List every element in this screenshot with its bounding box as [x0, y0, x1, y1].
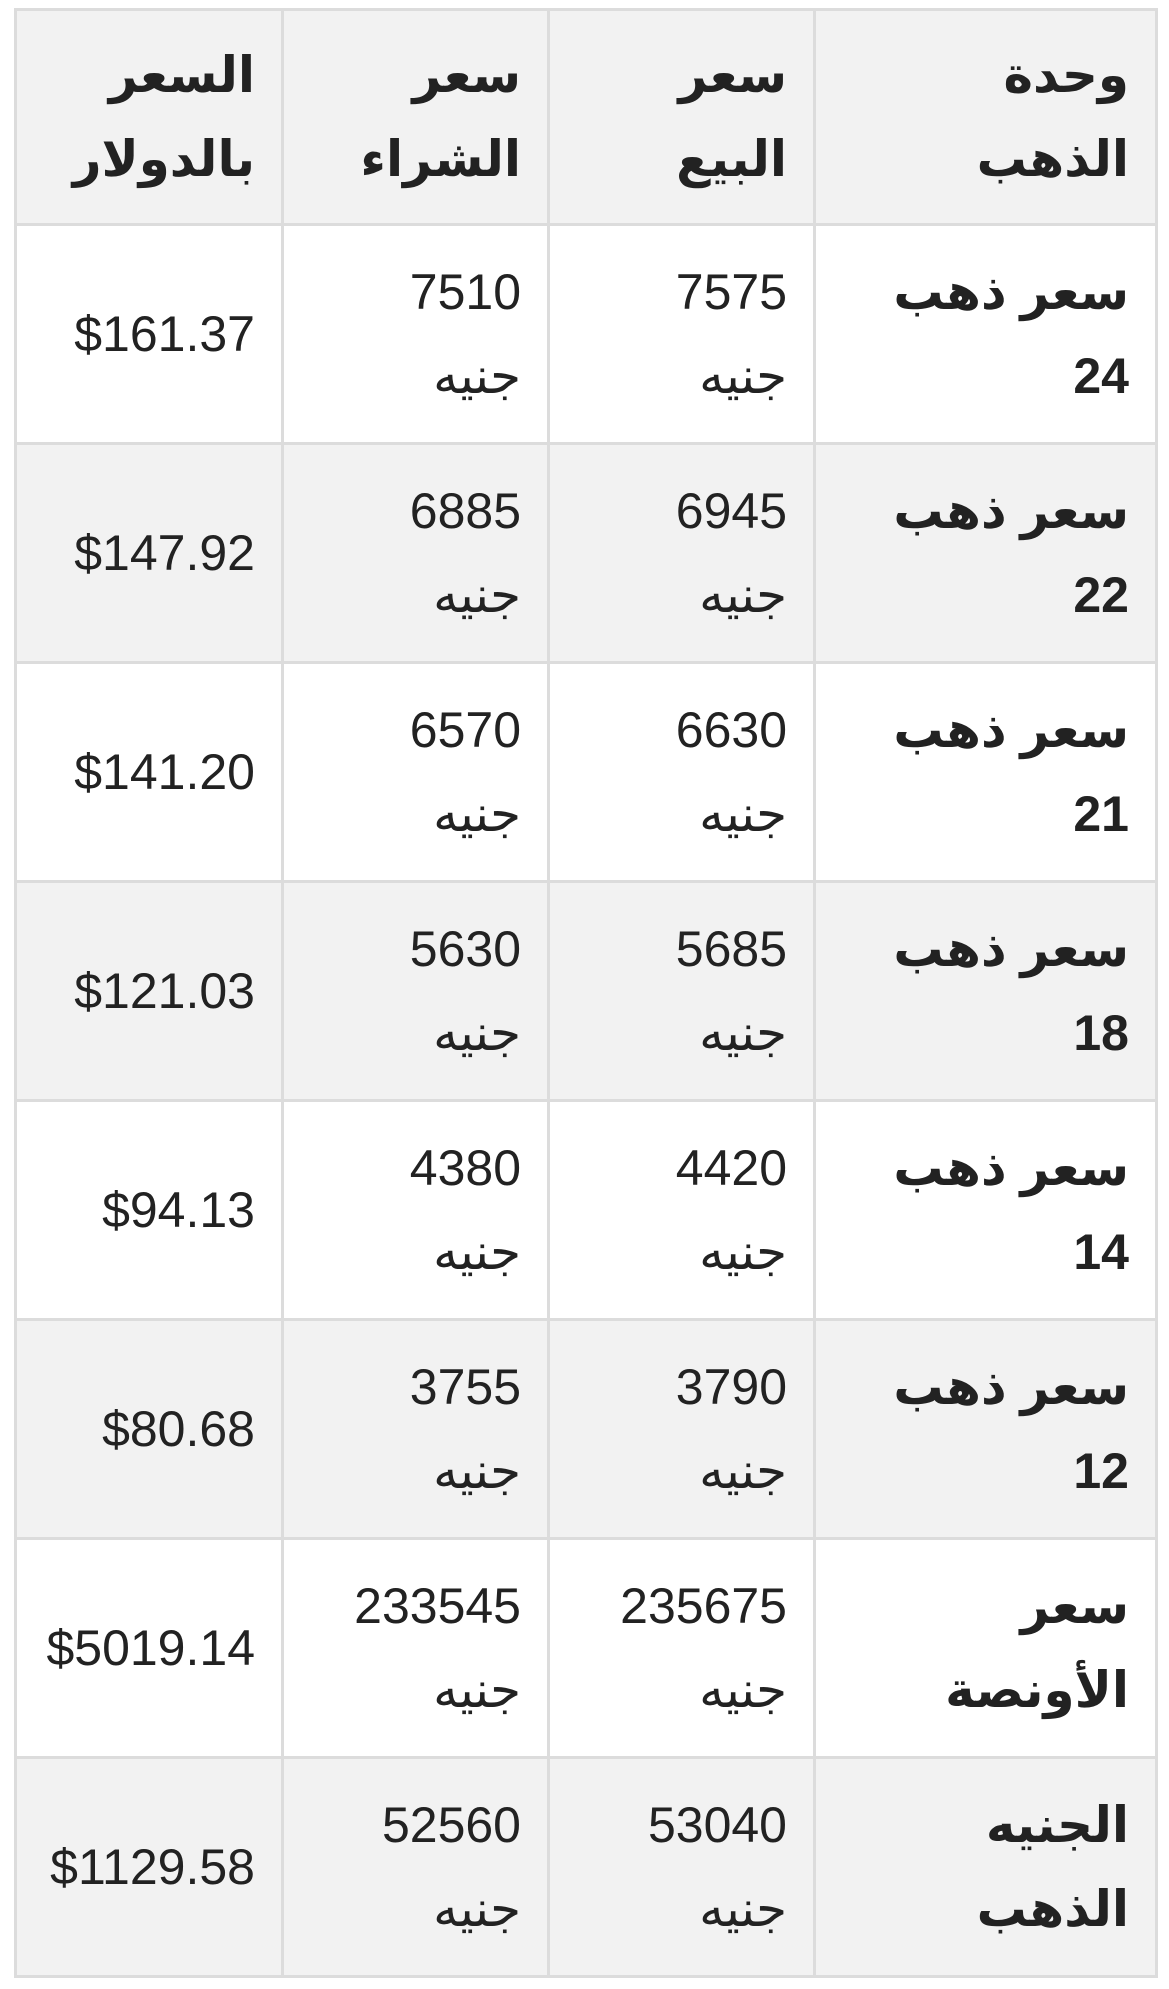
- sell-price-cell: 235675 جنيه: [547, 1537, 816, 1759]
- buy-price-cell: 3755 جنيه: [281, 1318, 550, 1540]
- header-sell-price: سعر البيع: [547, 8, 816, 226]
- table-row: سعر ذهب 18 5685 جنيه 5630 جنيه $121.03: [14, 880, 1158, 1102]
- gold-price-table: وحدة الذهب سعر البيع سعر الشراء السعر با…: [14, 8, 1158, 1978]
- usd-price-cell: $141.20: [14, 661, 284, 883]
- usd-price-cell: $161.37: [14, 223, 284, 445]
- buy-price-cell: 52560 جنيه: [281, 1756, 550, 1978]
- gold-unit-cell: الجنيه الذهب: [813, 1756, 1158, 1978]
- usd-price-cell: $121.03: [14, 880, 284, 1102]
- header-usd-price: السعر بالدولار: [14, 8, 284, 226]
- table-row: سعر ذهب 21 6630 جنيه 6570 جنيه $141.20: [14, 661, 1158, 883]
- header-buy-price: سعر الشراء: [281, 8, 550, 226]
- gold-unit-cell: سعر ذهب 22: [813, 442, 1158, 664]
- usd-price-cell: $1129.58: [14, 1756, 284, 1978]
- sell-price-cell: 3790 جنيه: [547, 1318, 816, 1540]
- gold-unit-cell: سعر ذهب 24: [813, 223, 1158, 445]
- buy-price-cell: 6570 جنيه: [281, 661, 550, 883]
- sell-price-cell: 5685 جنيه: [547, 880, 816, 1102]
- sell-price-cell: 7575 جنيه: [547, 223, 816, 445]
- gold-unit-cell: سعر الأونصة: [813, 1537, 1158, 1759]
- usd-price-cell: $147.92: [14, 442, 284, 664]
- header-gold-unit: وحدة الذهب: [813, 8, 1158, 226]
- gold-unit-cell: سعر ذهب 21: [813, 661, 1158, 883]
- buy-price-cell: 4380 جنيه: [281, 1099, 550, 1321]
- table-row: سعر ذهب 24 7575 جنيه 7510 جنيه $161.37: [14, 223, 1158, 445]
- header-row: وحدة الذهب سعر البيع سعر الشراء السعر با…: [14, 8, 1158, 226]
- buy-price-cell: 7510 جنيه: [281, 223, 550, 445]
- gold-unit-cell: سعر ذهب 14: [813, 1099, 1158, 1321]
- table-row: الجنيه الذهب 53040 جنيه 52560 جنيه $1129.58: [14, 1756, 1158, 1978]
- sell-price-cell: 53040 جنيه: [547, 1756, 816, 1978]
- gold-unit-cell: سعر ذهب 18: [813, 880, 1158, 1102]
- usd-price-cell: $5019.14: [14, 1537, 284, 1759]
- table-row: سعر ذهب 22 6945 جنيه 6885 جنيه $147.92: [14, 442, 1158, 664]
- buy-price-cell: 5630 جنيه: [281, 880, 550, 1102]
- buy-price-cell: 6885 جنيه: [281, 442, 550, 664]
- usd-price-cell: $80.68: [14, 1318, 284, 1540]
- sell-price-cell: 4420 جنيه: [547, 1099, 816, 1321]
- table-row: سعر ذهب 14 4420 جنيه 4380 جنيه $94.13: [14, 1099, 1158, 1321]
- table-row: سعر ذهب 12 3790 جنيه 3755 جنيه $80.68: [14, 1318, 1158, 1540]
- buy-price-cell: 233545 جنيه: [281, 1537, 550, 1759]
- table-row: سعر الأونصة 235675 جنيه 233545 جنيه $5019.1…: [14, 1537, 1158, 1759]
- sell-price-cell: 6630 جنيه: [547, 661, 816, 883]
- gold-unit-cell: سعر ذهب 12: [813, 1318, 1158, 1540]
- sell-price-cell: 6945 جنيه: [547, 442, 816, 664]
- usd-price-cell: $94.13: [14, 1099, 284, 1321]
